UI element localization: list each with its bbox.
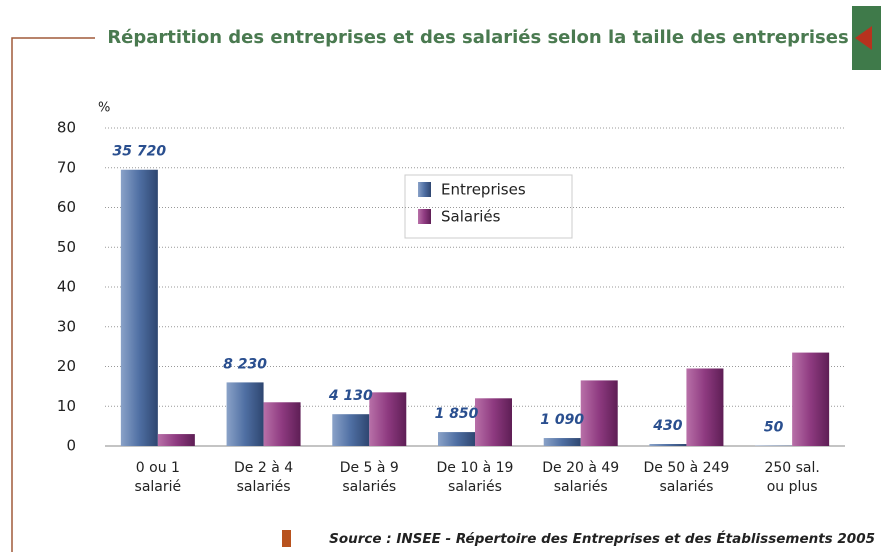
bar bbox=[438, 432, 475, 446]
source: Source : INSEE - Répertoire des Entrepri… bbox=[329, 530, 875, 547]
bar-annotation: 1 850 bbox=[435, 406, 479, 422]
bar-annotation: 8 230 bbox=[223, 356, 267, 372]
bar bbox=[686, 368, 723, 446]
x-tick-label: salariés bbox=[659, 479, 713, 495]
bar-annotation: 35 720 bbox=[113, 144, 167, 160]
y-tick-label: 70 bbox=[57, 158, 76, 176]
legend-label: Salariés bbox=[441, 208, 501, 226]
legend-label: Entreprises bbox=[441, 181, 526, 199]
y-tick-label: 30 bbox=[57, 317, 76, 335]
x-tick-label: salariés bbox=[237, 479, 291, 495]
bar-annotation: 50 bbox=[764, 420, 784, 436]
y-tick-label: 0 bbox=[66, 437, 76, 455]
bar bbox=[649, 444, 686, 446]
x-tick-label: De 5 à 9 bbox=[340, 460, 399, 476]
bar bbox=[158, 434, 195, 446]
bar bbox=[475, 398, 512, 446]
y-tick-label: 40 bbox=[57, 278, 76, 296]
y-tick-label: 80 bbox=[57, 119, 76, 137]
chart-title: Répartition des entreprises et des salar… bbox=[107, 27, 848, 48]
y-tick-label: 20 bbox=[57, 357, 76, 375]
bar bbox=[121, 170, 158, 446]
x-tick-label: 250 sal. bbox=[764, 460, 819, 476]
bar bbox=[792, 353, 829, 446]
x-tick-label: 0 ou 1 bbox=[136, 460, 180, 476]
bar-annotation: 430 bbox=[652, 418, 682, 434]
bar-annotation: 1 090 bbox=[540, 412, 584, 428]
bar bbox=[264, 402, 301, 446]
legend-swatch bbox=[418, 209, 431, 224]
x-tick-label: De 2 à 4 bbox=[234, 460, 293, 476]
x-tick-label: salariés bbox=[342, 479, 396, 495]
x-tick-label: salarié bbox=[135, 479, 182, 495]
x-tick-label: salariés bbox=[554, 479, 608, 495]
y-tick-label: 10 bbox=[57, 397, 76, 415]
y-tick-label: 50 bbox=[57, 238, 76, 256]
x-tick-label: De 20 à 49 bbox=[542, 460, 619, 476]
bar bbox=[369, 392, 406, 446]
bar-annotation: 4 130 bbox=[328, 388, 373, 404]
bar bbox=[227, 382, 264, 446]
y-axis-label: % bbox=[98, 101, 110, 116]
x-tick-label: De 50 à 249 bbox=[643, 460, 729, 476]
source-marker bbox=[282, 530, 291, 547]
x-tick-label: salariés bbox=[448, 479, 502, 495]
legend-swatch bbox=[418, 182, 431, 197]
frame-line bbox=[12, 38, 95, 552]
bar bbox=[332, 414, 369, 446]
y-tick-label: 60 bbox=[57, 198, 76, 216]
bar bbox=[581, 380, 618, 446]
x-tick-label: De 10 à 19 bbox=[437, 460, 514, 476]
bar bbox=[544, 438, 581, 446]
x-tick-label: ou plus bbox=[767, 479, 818, 495]
